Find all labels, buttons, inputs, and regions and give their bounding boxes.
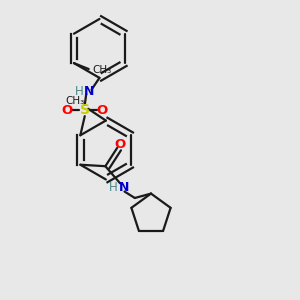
Text: CH₃: CH₃ (92, 65, 112, 76)
Text: H: H (109, 181, 118, 194)
Text: N: N (84, 85, 94, 98)
Text: O: O (115, 138, 126, 151)
Text: O: O (61, 104, 73, 117)
Text: O: O (97, 104, 108, 117)
Text: N: N (118, 181, 129, 194)
Text: H: H (74, 85, 83, 98)
Text: S: S (80, 103, 90, 117)
Text: CH₃: CH₃ (65, 96, 85, 106)
